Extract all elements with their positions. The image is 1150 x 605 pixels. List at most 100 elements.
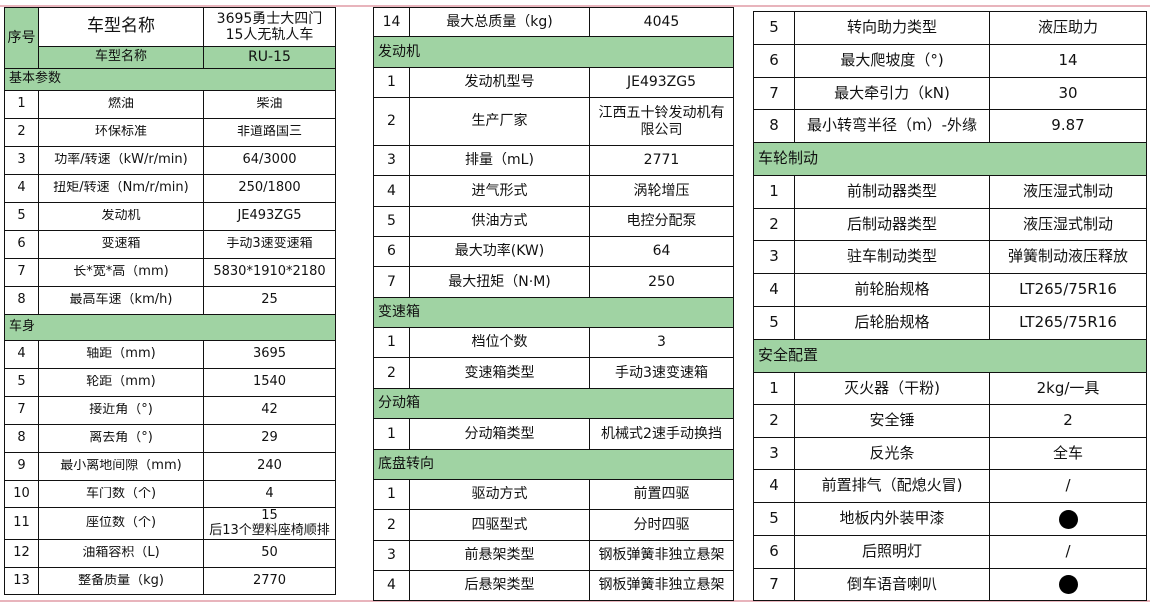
param-name: 功率/转速（kW/r/min): [38, 146, 204, 175]
param-value-text: 柴油: [256, 97, 283, 112]
param-name-text: 前轮胎规格: [854, 281, 930, 299]
table-row: 8 最高车速（km/h) 25: [4, 286, 336, 315]
row-number-text: 13: [13, 573, 30, 588]
table-row: 1 档位个数 3: [373, 327, 734, 358]
row-number-text: 4: [769, 281, 779, 299]
row-number: 4: [4, 174, 39, 203]
table-row: 5 后轮胎规格 LT265/75R16: [753, 306, 1147, 340]
table-row: 4 后悬架类型 钢板弹簧非独立悬架: [373, 570, 734, 601]
param-name-text: 档位个数: [471, 334, 528, 351]
param-name-text: 燃油: [107, 97, 134, 112]
param-name-text: 排量（mL): [465, 152, 534, 169]
param-name-text: 轮距（mm): [86, 375, 156, 390]
param-value: 64/3000: [203, 146, 336, 175]
param-name: 安全锤: [794, 404, 990, 438]
param-name: 油箱容积（L): [38, 539, 204, 568]
param-name-text: 供油方式: [471, 213, 528, 230]
param-name-text: 四驱型式: [471, 516, 528, 533]
spec-table-1: 序号 车型名称 3695勇士大四门 15人无轨人车 车型名称 RU-15 基本参…: [4, 7, 336, 595]
param-value: 弹簧制动液压释放: [989, 240, 1147, 274]
param-value: /: [989, 469, 1147, 503]
row-number-text: 6: [769, 52, 779, 70]
row-number-text: 11: [13, 516, 30, 531]
row-number: 5: [753, 11, 795, 45]
param-name-text: 最大牵引力（kN): [834, 84, 950, 102]
param-value-text: JE493ZG5: [626, 74, 697, 91]
model-name-label: 车型名称: [38, 7, 204, 47]
row-number: 1: [4, 90, 39, 119]
param-name-text: 驱动方式: [471, 486, 528, 503]
row-number: 5: [373, 206, 410, 237]
row-number-text: 2: [387, 113, 396, 130]
param-name-text: 最小转弯半径（m）-外缘: [806, 117, 978, 135]
param-value: LT265/75R16: [989, 306, 1147, 340]
param-name-text: 最小离地间隙（mm): [60, 459, 182, 474]
table-row: 1 灭火器（干粉) 2kg/一具: [753, 372, 1147, 405]
param-value-text: 前置四驱: [633, 486, 690, 503]
row-number: 4: [4, 340, 39, 369]
param-name-text: 安全锤: [869, 412, 915, 430]
param-value: 2: [989, 404, 1147, 438]
param-value: 全车: [989, 437, 1147, 470]
param-value-text: 全车: [1052, 444, 1083, 462]
row-number-text: 12: [13, 546, 30, 561]
param-value-text: 30: [1058, 84, 1078, 102]
param-value-text: 25: [261, 293, 278, 308]
table-row: 2 变速箱类型 手动3速变速箱: [373, 357, 734, 389]
param-name-text: 前制动器类型: [846, 183, 937, 201]
param-value-text: 1540: [252, 375, 287, 390]
param-value-text: 250: [648, 273, 675, 290]
param-name-text: 整备质量（kg): [78, 573, 164, 588]
row-number: 5: [4, 202, 39, 231]
row-number: 1: [753, 372, 795, 405]
param-value-text: 机械式2速手动换挡: [601, 425, 722, 442]
row-number-text: 2: [17, 125, 26, 140]
param-value: 电控分配泵: [589, 206, 734, 237]
table-row: 6 最大爬坡度（°) 14: [753, 44, 1147, 78]
param-name: 轴距（mm): [38, 340, 204, 369]
row-number: 7: [4, 396, 39, 425]
param-name: 前悬架类型: [409, 540, 590, 571]
param-name: 前置排气（配熄火冒): [794, 469, 990, 503]
param-name: 后制动器类型: [794, 208, 990, 241]
row-number: 3: [373, 145, 410, 176]
row-number-text: 1: [387, 486, 396, 503]
section-title: 车轮制动: [753, 142, 1147, 176]
param-name: 灭火器（干粉): [794, 372, 990, 405]
param-name-text: 最大总质量（kg): [446, 13, 553, 30]
row-number-text: 4: [769, 477, 779, 495]
param-value-text: 液压湿式制动: [1022, 183, 1113, 201]
row-number: 10: [4, 480, 39, 508]
param-value-text: JE493ZG5: [237, 209, 302, 224]
param-value-text: 15 后13个塑料座椅顺排: [209, 508, 330, 538]
param-name-text: 长*宽*高（mm): [73, 265, 169, 280]
row-number-text: 3: [769, 444, 779, 462]
param-value: 42: [203, 396, 336, 425]
param-name: 环保标准: [38, 118, 204, 147]
table-row: 3 反光条 全车: [753, 437, 1147, 470]
param-value: 手动3速变速箱: [589, 357, 734, 389]
param-name-text: 油箱容积（L): [82, 546, 160, 561]
page-break-line-bottom: [0, 600, 1150, 602]
param-name-text: 最大爬坡度（°): [840, 52, 944, 70]
param-name: 离去角（°): [38, 424, 204, 453]
filled-circle-icon: [1058, 509, 1078, 529]
param-name: 燃油: [38, 90, 204, 119]
param-value: 25: [203, 286, 336, 315]
row-number-text: 5: [769, 19, 779, 37]
table-row: 1 发动机型号 JE493ZG5: [373, 67, 734, 98]
param-value-text: 42: [261, 403, 278, 418]
param-value: JE493ZG5: [589, 67, 734, 98]
row-number: 2: [373, 357, 410, 389]
param-value: 4: [203, 480, 336, 508]
section-row: 变速箱: [373, 297, 734, 328]
param-name-text: 座位数（个): [85, 516, 157, 531]
param-value-text: 64/3000: [242, 153, 297, 168]
table-row: 12 油箱容积（L) 50: [4, 539, 336, 568]
model-code-value: RU-15: [203, 46, 336, 69]
param-name: 最大牵引力（kN): [794, 77, 990, 110]
param-name-text: 后悬架类型: [464, 577, 535, 594]
param-value-text: 50: [261, 546, 278, 561]
table-row: 8 最小转弯半径（m）-外缘 9.87: [753, 109, 1147, 143]
row-number: 2: [373, 509, 410, 541]
